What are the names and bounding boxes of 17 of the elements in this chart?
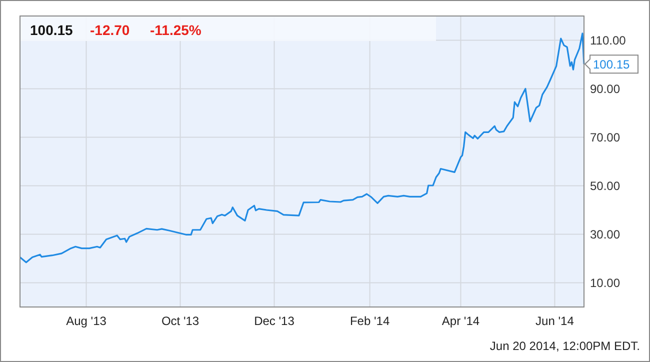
annotation: 100.15 xyxy=(593,57,630,72)
x-tick-label: Aug '13 xyxy=(66,314,107,328)
annotation: -12.70 xyxy=(90,22,130,38)
y-tick-label: 10.00 xyxy=(590,276,620,290)
y-tick-label: 30.00 xyxy=(590,227,620,242)
x-tick-label: Dec '13 xyxy=(254,314,295,328)
x-tick-label: Oct '13 xyxy=(161,314,200,328)
x-tick-label: Jun '14 xyxy=(536,314,574,328)
y-tick-label: 70.00 xyxy=(590,130,620,144)
text: Jun 20 2014, 12:00PM EDT. xyxy=(490,339,640,353)
x-tick-label: Apr '14 xyxy=(442,314,480,328)
y-tick-label: 90.00 xyxy=(590,82,620,96)
y-tick-label: 110.00 xyxy=(590,33,626,48)
y-tick-label: 50.00 xyxy=(590,178,620,193)
x-tick-label: Feb '14 xyxy=(350,314,390,328)
annotation: 100.15 xyxy=(30,22,74,38)
annotation: -11.25% xyxy=(150,22,202,38)
